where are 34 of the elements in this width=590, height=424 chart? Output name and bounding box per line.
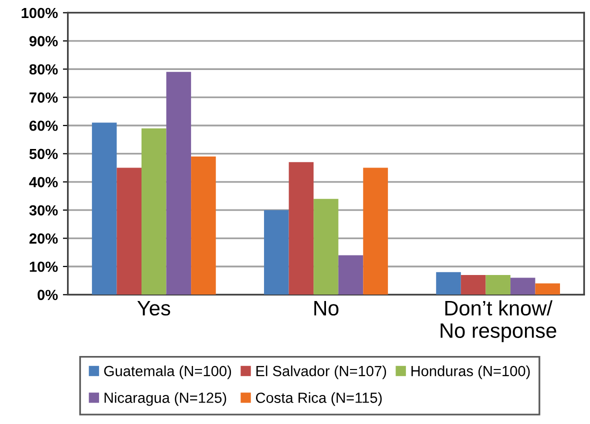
- legend-label: El Salvador (N=107): [256, 366, 386, 380]
- y-tick-label: 0%: [38, 290, 58, 300]
- legend-label: Nicaragua (N=125): [104, 392, 226, 406]
- x-tick-label: No: [314, 301, 338, 316]
- y-tick-label: 10%: [30, 262, 58, 272]
- bar: [191, 156, 216, 295]
- bar: [338, 255, 364, 295]
- bar: [510, 278, 536, 295]
- y-tick-label: 70%: [30, 92, 58, 103]
- legend-label: Guatemala (N=100): [104, 366, 232, 380]
- y-tick-label: 40%: [29, 176, 58, 188]
- bar: [486, 274, 510, 295]
- y-tick-label: 50%: [29, 148, 58, 160]
- bar: [460, 274, 486, 295]
- bar: [166, 72, 192, 295]
- bar: [288, 162, 314, 295]
- bar: [535, 283, 560, 295]
- y-tick-label: 20%: [29, 233, 58, 244]
- y-tick-label: 30%: [29, 205, 58, 216]
- bar: [142, 128, 166, 295]
- bar: [116, 168, 142, 295]
- legend-label: Honduras (N=100): [411, 366, 530, 380]
- bar: [92, 122, 117, 295]
- x-tick-label: Don’t know/ No response: [440, 300, 556, 342]
- bar: [436, 272, 461, 295]
- bar: [363, 168, 388, 295]
- legend-label: Costa Rica (N=115): [256, 392, 382, 406]
- y-tick-label: 60%: [29, 120, 58, 131]
- y-tick-label: 90%: [29, 36, 58, 46]
- x-tick-label: Yes: [137, 301, 170, 316]
- y-tick-label: 80%: [29, 64, 58, 75]
- bar: [264, 210, 289, 295]
- y-tick-label: 100%: [22, 8, 58, 18]
- bar: [314, 198, 338, 295]
